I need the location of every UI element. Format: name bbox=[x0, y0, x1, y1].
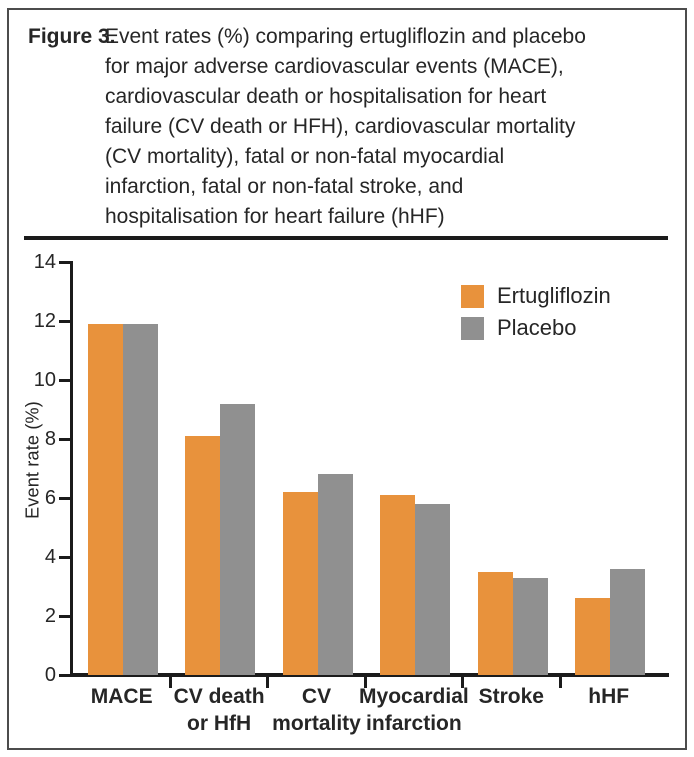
legend-swatch-placebo-icon bbox=[461, 316, 484, 340]
legend-label-placebo: Placebo bbox=[497, 315, 577, 340]
y-axis-line bbox=[70, 261, 73, 676]
bar-placebo-1 bbox=[220, 403, 256, 675]
x-tick-3 bbox=[363, 677, 367, 688]
y-tick-label-8: 8 bbox=[44, 428, 56, 450]
legend-swatch-ertugliflozin-icon bbox=[461, 284, 484, 308]
x-tick-5 bbox=[558, 677, 562, 688]
y-tick-label-0: 0 bbox=[44, 664, 56, 686]
bar-placebo-4 bbox=[512, 577, 548, 675]
bar-ertugliflozin-2 bbox=[282, 492, 318, 675]
x-tick-4 bbox=[461, 677, 465, 688]
legend-item-ertugliflozin: Ertugliflozin bbox=[461, 284, 611, 308]
chart-legend: Ertugliflozin Placebo bbox=[461, 284, 611, 348]
x-tick-1 bbox=[168, 677, 172, 688]
y-tick-label-14: 14 bbox=[33, 251, 56, 273]
y-tick-14 bbox=[59, 260, 71, 264]
bar-ertugliflozin-0 bbox=[88, 323, 123, 675]
y-tick-4 bbox=[59, 555, 71, 559]
y-tick-2 bbox=[59, 614, 71, 618]
y-tick-label-12: 12 bbox=[33, 310, 56, 332]
bar-placebo-2 bbox=[317, 474, 353, 675]
y-tick-12 bbox=[59, 319, 71, 323]
bar-ertugliflozin-3 bbox=[380, 495, 416, 675]
y-tick-8 bbox=[59, 437, 71, 441]
x-category-label-2: CV mortality bbox=[272, 685, 361, 735]
y-tick-label-2: 2 bbox=[44, 605, 56, 627]
x-axis-line bbox=[70, 673, 669, 677]
legend-label-ertugliflozin: Ertugliflozin bbox=[497, 283, 611, 308]
y-tick-label-4: 4 bbox=[44, 546, 56, 568]
x-category-label-5: hHF bbox=[588, 685, 630, 708]
bar-ertugliflozin-5 bbox=[575, 598, 610, 675]
figure-label: Figure 3. bbox=[28, 25, 116, 48]
y-tick-6 bbox=[59, 496, 71, 500]
figure-caption: Event rates (%) comparing ertugliflozin … bbox=[105, 25, 586, 228]
bar-ertugliflozin-1 bbox=[185, 436, 221, 675]
bar-placebo-5 bbox=[610, 568, 645, 675]
y-tick-0 bbox=[59, 673, 71, 677]
caption-divider bbox=[24, 236, 668, 240]
x-category-label-4: Stroke bbox=[478, 685, 544, 708]
bar-placebo-3 bbox=[415, 503, 451, 675]
y-tick-10 bbox=[59, 378, 71, 382]
legend-item-placebo: Placebo bbox=[461, 316, 611, 340]
y-tick-label-10: 10 bbox=[33, 369, 56, 391]
bar-placebo-0 bbox=[123, 323, 158, 675]
x-category-label-0: MACE bbox=[90, 685, 153, 708]
x-tick-2 bbox=[266, 677, 270, 688]
y-tick-label-6: 6 bbox=[44, 487, 56, 509]
x-category-label-3: Myocardial infarction bbox=[359, 685, 469, 735]
x-category-label-1: CV death or HfH bbox=[173, 685, 265, 735]
bar-ertugliflozin-4 bbox=[477, 571, 513, 675]
